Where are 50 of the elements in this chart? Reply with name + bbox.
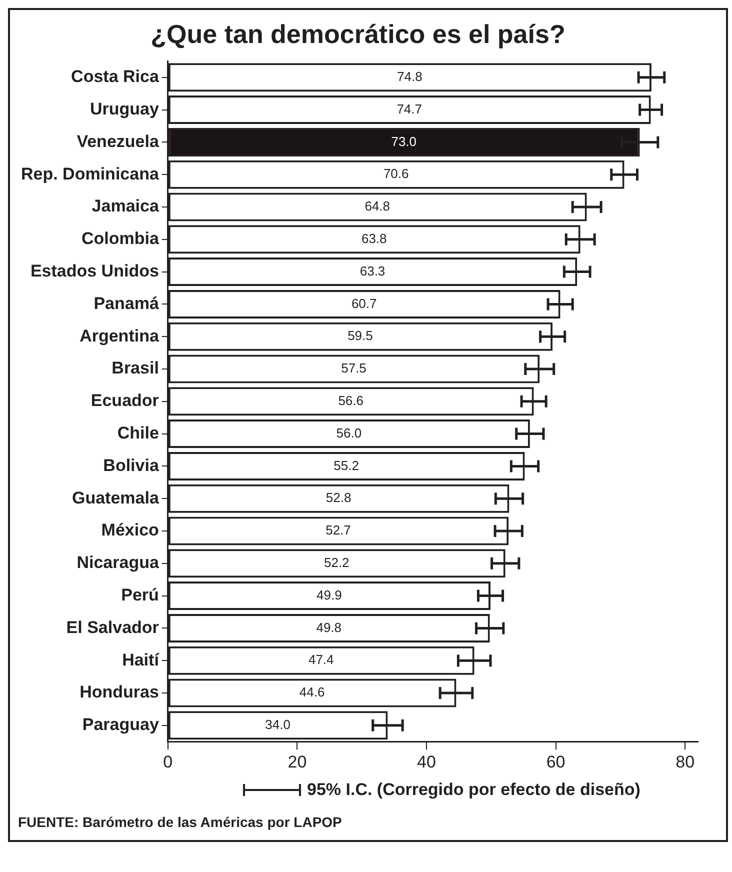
data-label: 47.4: [308, 652, 334, 668]
y-tick-label: Rep. Dominicana: [20, 164, 160, 184]
data-label: 60.7: [351, 296, 377, 311]
data-label: 44.6: [299, 684, 325, 700]
data-label: 49.8: [316, 620, 342, 635]
x-tick-label: 40: [417, 752, 436, 772]
data-label: 59.5: [348, 328, 373, 344]
y-tick-label: Jamaica: [92, 196, 160, 216]
data-label: 49.9: [316, 587, 342, 602]
data-label: 56.0: [336, 425, 362, 440]
data-label: 56.6: [338, 392, 364, 408]
data-label: 57.5: [341, 360, 366, 376]
y-tick-label: Venezuela: [76, 132, 160, 151]
y-tick-label: Colombia: [81, 229, 160, 248]
x-tick-label: 20: [288, 752, 307, 772]
data-label: 63.3: [360, 263, 386, 278]
y-tick-label: Estados Unidos: [30, 261, 159, 280]
y-tick-label: Guatemala: [72, 488, 160, 508]
x-tick-label: 0: [163, 752, 173, 772]
y-tick-label: El Salvador: [66, 618, 160, 637]
y-tick-label: Chile: [117, 423, 159, 442]
data-label: 74.8: [397, 68, 422, 84]
data-label: 70.6: [383, 166, 409, 182]
y-tick-label: Paraguay: [82, 715, 160, 734]
data-label: 63.8: [361, 230, 387, 246]
data-label: 52.7: [326, 522, 351, 538]
y-tick-label: Uruguay: [90, 99, 160, 118]
text: 95% I.C. (Corregido por efecto de diseño): [307, 780, 640, 800]
y-tick-label: Nicaragua: [76, 553, 160, 572]
x-tick-label: 80: [676, 752, 695, 772]
data-label: 64.8: [364, 198, 390, 214]
data-label: 73.0: [391, 134, 417, 149]
y-tick-label: Perú: [121, 585, 159, 604]
y-tick-label: Panamá: [94, 294, 160, 313]
chart-title: ¿Que tan democrático es el país?: [150, 18, 566, 49]
y-tick-label: Argentina: [80, 326, 160, 346]
y-tick-label: Bolivia: [103, 456, 160, 475]
y-tick-label: Brasil: [112, 358, 159, 378]
data-label: 34.0: [265, 716, 290, 732]
y-tick-label: Honduras: [80, 682, 159, 702]
y-tick-label: Haití: [122, 650, 160, 670]
y-tick-label: México: [101, 520, 159, 540]
x-tick-label: 60: [546, 752, 566, 772]
y-tick-label: Costa Rica: [71, 67, 160, 86]
data-label: 55.2: [334, 458, 359, 473]
source-note: FUENTE: Barómetro de las Américas por LAPOP: [18, 814, 343, 830]
data-label: 52.2: [324, 554, 350, 570]
y-tick-label: Ecuador: [90, 391, 160, 410]
data-label: 74.7: [396, 101, 422, 116]
data-label: 52.8: [326, 490, 352, 506]
